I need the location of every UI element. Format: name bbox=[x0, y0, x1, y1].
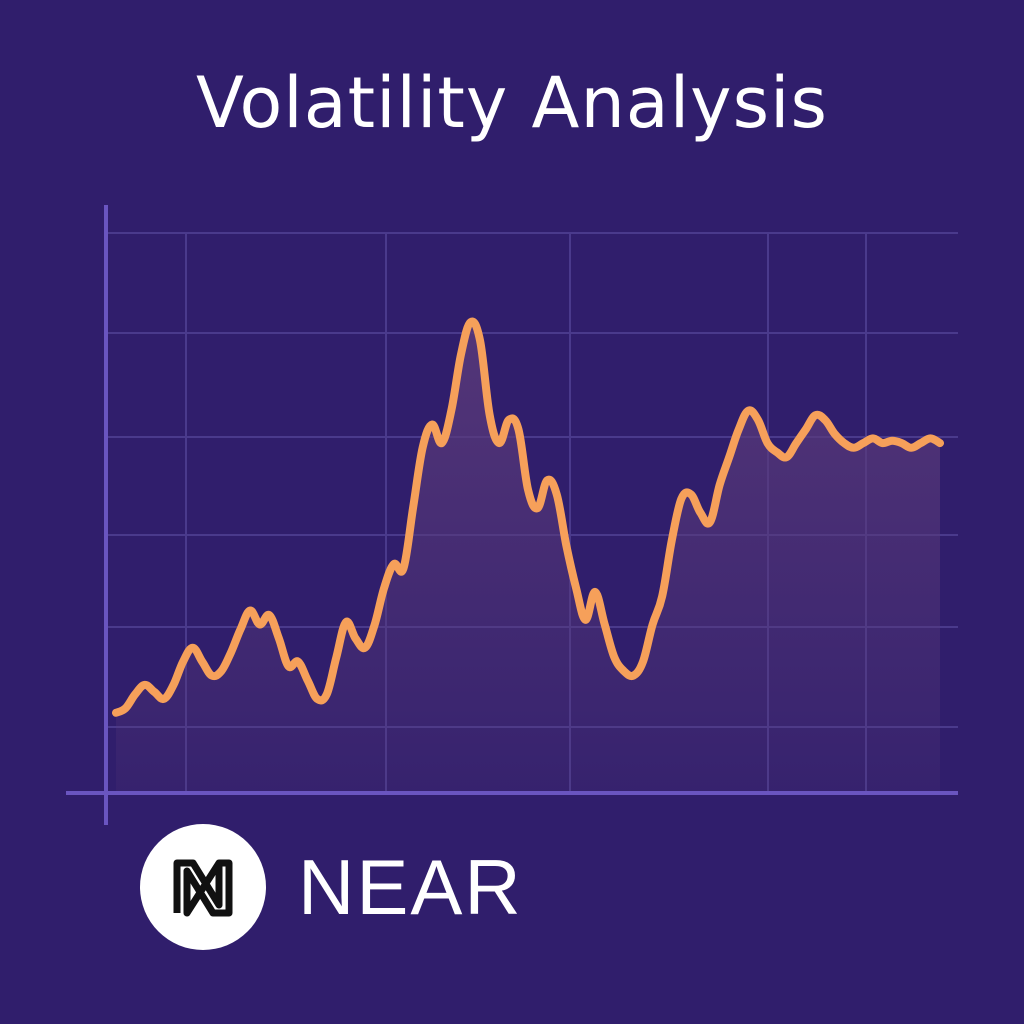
near-logo-icon bbox=[173, 859, 233, 917]
chart-title: Volatility Analysis bbox=[196, 62, 828, 144]
volatility-line bbox=[112, 317, 944, 717]
brand-name: NEAR bbox=[298, 842, 523, 931]
volatility-area-fill bbox=[116, 321, 940, 793]
near-logo bbox=[140, 824, 266, 950]
brand: NEAR bbox=[140, 824, 523, 950]
